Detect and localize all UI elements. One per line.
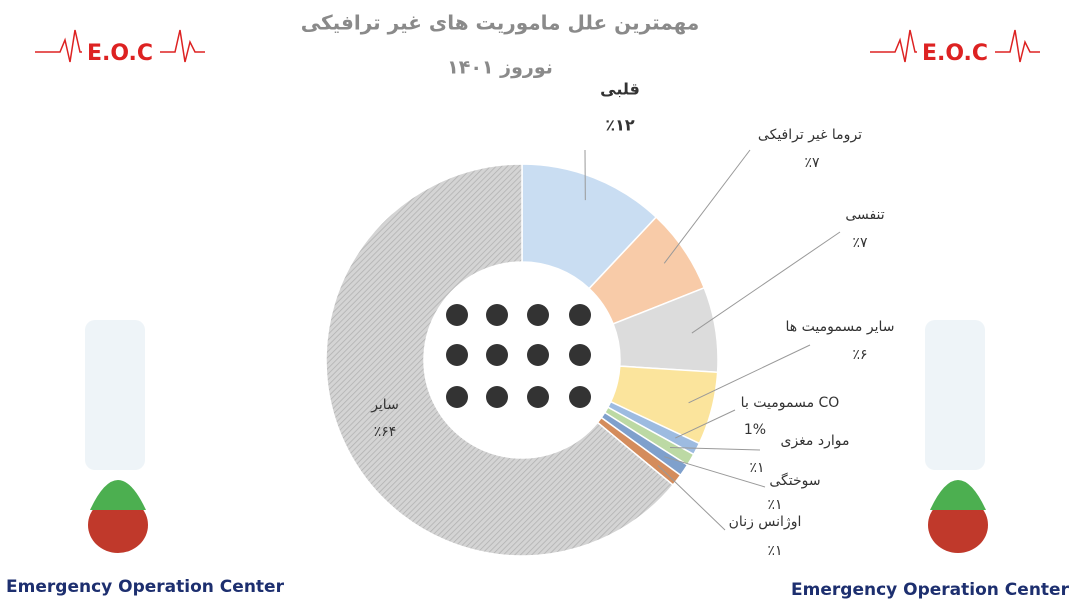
- value-label: 1%: [744, 422, 766, 438]
- org-name: Emergency Operation Center: [6, 577, 285, 597]
- value-label: ٪۱۲: [605, 116, 635, 135]
- slice: [325, 163, 675, 557]
- leader-line: [691, 231, 841, 334]
- org-name: Emergency Operation Center: [791, 580, 1070, 600]
- heartbeat: [35, 29, 82, 63]
- value-label: ٪۱: [749, 460, 764, 476]
- slice-label: اوژانس زنان: [729, 514, 802, 530]
- slice-label: سایر: [370, 397, 399, 413]
- logo: E.O.C: [922, 41, 988, 66]
- logo: E.O.C: [87, 41, 153, 66]
- heartbeat: [995, 29, 1040, 63]
- chart-subtitle: نوروز ۱۴۰۱: [447, 57, 553, 79]
- leader-line: [670, 447, 761, 451]
- slice-label: سایر مسمومیت ها: [786, 319, 895, 335]
- slice-label: تروما غیر ترافیکی: [758, 127, 862, 143]
- icons: [446, 304, 591, 408]
- value-label: ٪۷: [804, 155, 820, 171]
- slice-label: سوختگی: [769, 472, 820, 489]
- chart-title: مهمترین علل ماموریت های غیر ترافیکی: [301, 11, 700, 35]
- leader-line: [663, 149, 751, 264]
- value-label: ٪۱: [767, 543, 782, 559]
- leader-line: [657, 465, 726, 531]
- slice-label: تنفسی: [845, 207, 884, 223]
- value-label: ٪۶: [852, 347, 867, 363]
- leader-line: [675, 409, 736, 439]
- value-label: ٪۱: [767, 497, 782, 513]
- value-label: ٪۷: [852, 235, 868, 251]
- decoration: [85, 320, 988, 553]
- value-label: ٪۶۴: [374, 424, 397, 440]
- leader-line: [664, 456, 766, 488]
- slice-label: موارد مغزی: [780, 433, 849, 449]
- slice-label: مسمومیت با CO: [741, 395, 840, 411]
- heartbeat: [160, 29, 205, 63]
- slice-label: قلبی: [600, 80, 640, 99]
- leader-line: [688, 344, 811, 404]
- heartbeat: [870, 29, 917, 63]
